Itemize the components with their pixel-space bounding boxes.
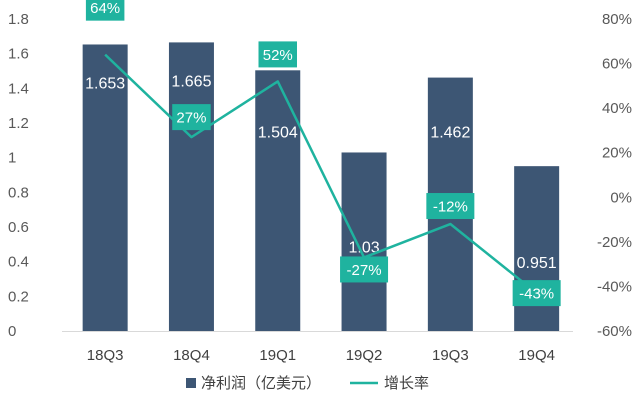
line-data-label: -43% xyxy=(519,286,554,303)
line-label-box xyxy=(512,280,561,307)
left-axis-tick-label: 0.4 xyxy=(8,254,29,271)
left-axis-tick-label: 1 xyxy=(8,150,16,167)
watermark-text: 腾讯科技 xyxy=(470,67,526,83)
bar-data-label: 0.951 xyxy=(517,255,557,272)
right-axis-tick-label: 0% xyxy=(610,189,632,206)
line-data-label: -12% xyxy=(433,199,468,216)
bar xyxy=(168,42,214,332)
watermark-text: 腾讯科技 xyxy=(470,197,526,213)
left-axis-tick-label: 1.6 xyxy=(8,46,29,63)
right-axis-tick-label: -20% xyxy=(597,234,632,251)
left-axis-tick-label: 1.4 xyxy=(8,80,29,97)
legend-label-line: 增长率 xyxy=(384,375,429,392)
left-axis: 0 0.2 0.4 0.6 0.8 1 1.2 1.4 1.6 1.8 xyxy=(8,11,29,340)
right-axis: -60% -40% -20% 0% 20% 40% 60% 80% xyxy=(597,11,632,340)
category-label: 19Q1 xyxy=(259,347,296,364)
right-axis-tick-label: -40% xyxy=(597,278,632,295)
bar-data-label: 1.462 xyxy=(430,125,470,142)
category-label: 19Q4 xyxy=(518,347,555,364)
left-axis-tick-label: 0.8 xyxy=(8,184,29,201)
legend: 净利润（亿美元） 增长率 xyxy=(186,375,429,392)
left-axis-tick-label: 0.2 xyxy=(8,288,29,305)
category-axis: 18Q3 18Q4 19Q1 19Q2 19Q3 19Q4 xyxy=(87,347,555,364)
line-label-box xyxy=(85,0,125,21)
line-label-box xyxy=(426,193,475,220)
line-data-label: 64% xyxy=(90,0,120,17)
line-label-box xyxy=(258,41,297,68)
bar xyxy=(514,166,560,331)
category-label: 18Q3 xyxy=(87,347,124,364)
watermark-text: 腾讯科技 xyxy=(320,67,376,83)
line-data-label: 52% xyxy=(263,47,293,64)
left-axis-tick-label: 0 xyxy=(8,323,16,340)
right-axis-tick-label: 40% xyxy=(602,100,632,117)
line-label-box xyxy=(172,104,211,131)
left-axis-tick-label: 0.6 xyxy=(8,219,29,236)
line-label-box xyxy=(340,256,389,283)
bar xyxy=(341,152,387,331)
bar xyxy=(82,44,128,331)
line-data-label: -27% xyxy=(347,262,382,279)
bar xyxy=(255,70,301,331)
category-label: 18Q4 xyxy=(173,347,210,364)
left-axis-tick-label: 1.8 xyxy=(8,11,29,28)
bar-data-label: 1.504 xyxy=(258,124,298,141)
right-axis-tick-label: 60% xyxy=(602,56,632,73)
bar-data-label: 1.665 xyxy=(171,73,211,90)
category-label: 19Q2 xyxy=(346,347,383,364)
line-data-label: 27% xyxy=(176,110,206,127)
line-labels: 64% 27% 52% -27% -12% -43% xyxy=(85,0,561,307)
legend-swatch-bar xyxy=(186,378,196,388)
legend-label-bar: 净利润（亿美元） xyxy=(201,375,321,392)
right-axis-tick-label: -60% xyxy=(597,323,632,340)
right-axis-tick-label: 80% xyxy=(602,11,632,28)
category-label: 19Q3 xyxy=(432,347,469,364)
right-axis-tick-label: 20% xyxy=(602,145,632,162)
left-axis-tick-label: 1.2 xyxy=(8,115,29,132)
bar-data-label: 1.653 xyxy=(85,75,125,92)
